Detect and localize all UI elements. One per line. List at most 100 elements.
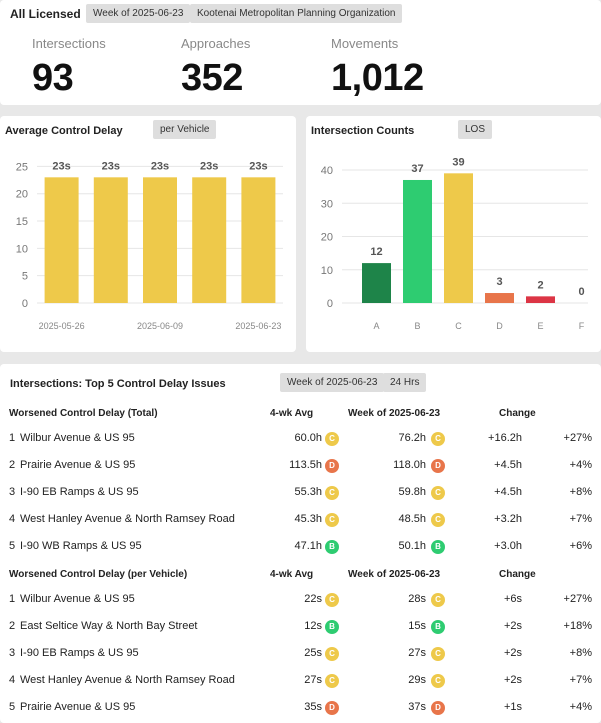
table-row[interactable]: 4 West Hanley Avenue & North Ramsey Road 2… <box>0 671 601 691</box>
intersection-name: Prairie Avenue & US 95 <box>20 459 136 471</box>
table-row[interactable]: 5 Prairie Avenue & US 95 35s 37s +1s +4% D D <box>0 698 601 718</box>
column-header: Worsened Control Delay (Total) <box>9 408 158 419</box>
los-badge: C <box>431 647 445 661</box>
four-week-average: 22s <box>304 593 322 605</box>
data-label: 23s <box>200 160 218 172</box>
summary-panel: All Licensed Week of 2025-06-23 Kootenai… <box>0 0 601 105</box>
change-percent: +27% <box>563 593 592 605</box>
los-badge: D <box>431 459 445 473</box>
change-value: +4.5h <box>494 486 522 498</box>
data-label: 39 <box>452 156 464 168</box>
rank: 1 <box>9 432 16 444</box>
los-bar-chart: 0 10 20 30 40 12 A 37 B 39 C 3 D 2 E 0 F <box>321 156 588 331</box>
change-percent: +8% <box>569 486 592 498</box>
los-badge: D <box>325 459 339 473</box>
intersection-name: I-90 EB Ramps & US 95 <box>20 647 139 659</box>
los-badge: B <box>431 540 445 554</box>
x-tick-label: E <box>537 321 543 331</box>
week-value: 50.1h <box>398 540 426 552</box>
y-tick-label: 0 <box>327 298 333 310</box>
y-tick-label: 40 <box>321 165 333 177</box>
rank: 3 <box>9 647 16 659</box>
kpi-label: Intersections <box>32 36 106 51</box>
los-badge: C <box>431 674 445 688</box>
los-badge: D <box>431 701 445 715</box>
intersection-name: Wilbur Avenue & US 95 <box>20 432 135 444</box>
y-tick-label: 5 <box>22 271 28 283</box>
delay-bar[interactable] <box>143 177 177 303</box>
week-value: 76.2h <box>398 432 426 444</box>
table-week-tag[interactable]: Week of 2025-06-23 <box>280 373 385 392</box>
rank: 5 <box>9 701 16 713</box>
table-row[interactable]: 4 West Hanley Avenue & North Ramsey Road 4… <box>0 510 601 530</box>
organization-filter-tag[interactable]: Kootenai Metropolitan Planning Organizat… <box>190 4 403 23</box>
data-label: 3 <box>496 276 502 288</box>
week-value: 29s <box>408 674 426 686</box>
kpi-intersections: Intersections 93 <box>32 36 106 100</box>
hours-tag[interactable]: 24 Hrs <box>383 373 427 392</box>
change-value: +6s <box>503 593 522 605</box>
los-bar[interactable] <box>526 296 555 303</box>
rank: 3 <box>9 486 16 498</box>
column-header: Week of 2025-06-23 <box>348 408 441 419</box>
chart-title: Intersection Counts <box>311 125 415 137</box>
change-value: +2s <box>503 647 522 659</box>
los-badge: C <box>431 486 445 500</box>
intersection-name: I-90 WB Ramps & US 95 <box>20 540 142 552</box>
change-percent: +4% <box>569 701 592 713</box>
week-value: 59.8h <box>398 486 426 498</box>
intersection-name: East Seltice Way & North Bay Street <box>20 620 198 632</box>
data-label: 37 <box>411 163 423 175</box>
los-badge: B <box>325 540 339 554</box>
week-value: 27s <box>408 647 426 659</box>
los-toggle[interactable]: LOS <box>458 120 493 139</box>
change-percent: +27% <box>563 432 592 444</box>
los-badge: C <box>325 432 339 446</box>
four-week-average: 55.3h <box>294 486 322 498</box>
chart-title: Average Control Delay <box>5 125 123 137</box>
los-bar[interactable] <box>403 179 432 303</box>
kpi-value: 1,012 <box>331 57 424 99</box>
change-percent: +7% <box>569 674 592 686</box>
table-row[interactable]: 3 I-90 EB Ramps & US 95 55.3h 59.8h +4.5h +8%… <box>0 483 601 503</box>
los-bar[interactable] <box>444 173 473 303</box>
kpi-label: Approaches <box>181 36 251 51</box>
los-badge: B <box>431 620 445 634</box>
x-tick-label: 2025-06-09 <box>137 321 183 331</box>
table-row[interactable]: 5 I-90 WB Ramps & US 95 47.1h 50.1h +3.0h +6%… <box>0 537 601 557</box>
change-percent: +7% <box>569 513 592 525</box>
rank: 1 <box>9 593 16 605</box>
y-tick-label: 15 <box>16 216 28 228</box>
intersection-name: Prairie Avenue & US 95 <box>20 701 136 713</box>
change-percent: +4% <box>569 459 592 471</box>
change-percent: +8% <box>569 647 592 659</box>
table-row[interactable]: 2 Prairie Avenue & US 95 113.5h 118.0h +4.5h… <box>0 456 601 476</box>
table-row[interactable]: 2 East Seltice Way & North Bay Street 12s 1… <box>0 617 601 637</box>
delay-bar[interactable] <box>93 177 128 303</box>
week-value: 48.5h <box>398 513 426 525</box>
data-label: 23s <box>52 160 70 172</box>
change-percent: +6% <box>569 540 592 552</box>
change-value: +16.2h <box>488 432 522 444</box>
table-row[interactable]: 3 I-90 EB Ramps & US 95 25s 27s +2s +8% C C <box>0 644 601 664</box>
per-vehicle-toggle[interactable]: per Vehicle <box>153 120 217 139</box>
top-issues-panel: Intersections: Top 5 Control Delay Issue… <box>0 364 601 723</box>
delay-bar[interactable] <box>241 177 276 303</box>
kpi-label: Movements <box>331 36 399 51</box>
los-bar[interactable] <box>362 263 391 303</box>
los-bar[interactable] <box>485 293 514 303</box>
x-tick-label: 2025-05-26 <box>39 321 85 331</box>
four-week-average: 47.1h <box>294 540 322 552</box>
rank: 2 <box>9 620 16 632</box>
four-week-average: 25s <box>304 647 322 659</box>
delay-bar[interactable] <box>192 177 227 303</box>
table-row[interactable]: 1 Wilbur Avenue & US 95 60.0h 76.2h +16.2h +2… <box>0 429 601 449</box>
week-filter-tag[interactable]: Week of 2025-06-23 <box>86 4 191 23</box>
week-value: 28s <box>408 593 426 605</box>
delay-bar[interactable] <box>44 177 79 303</box>
table-row[interactable]: 1 Wilbur Avenue & US 95 22s 28s +6s +27% C C <box>0 590 601 610</box>
intersection-counts-panel: Intersection Counts LOS 0 10 20 30 40 12 A 37 B 3… <box>306 116 601 352</box>
intersection-name: West Hanley Avenue & North Ramsey Road <box>20 674 235 686</box>
los-badge: D <box>325 701 339 715</box>
los-badge: C <box>325 647 339 661</box>
